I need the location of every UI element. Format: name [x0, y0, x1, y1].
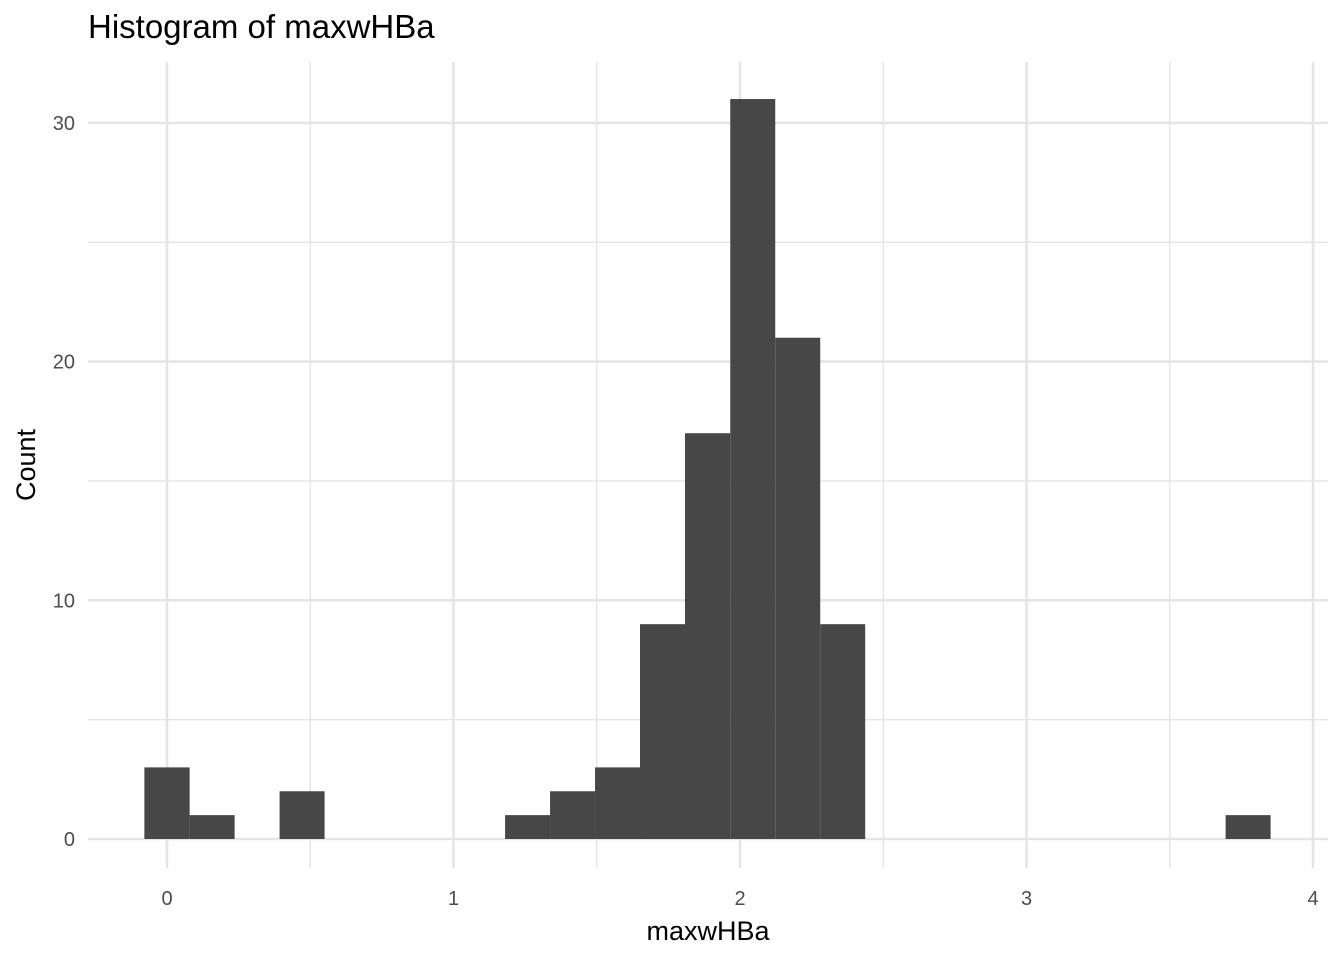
x-tick-label: 0 [161, 888, 172, 910]
histogram-bar [505, 815, 551, 839]
y-tick-label: 20 [53, 352, 75, 374]
x-axis-tick-labels: 0 1 2 3 4 [161, 888, 1318, 910]
histogram-bar [189, 815, 235, 839]
histogram-bar [144, 767, 190, 839]
histogram-bar [640, 624, 685, 839]
y-tick-label: 30 [53, 113, 75, 135]
histogram-bar [730, 99, 776, 839]
chart-title: Histogram of maxwHBa [88, 8, 435, 45]
histogram-bars [144, 99, 1271, 839]
x-tick-label: 4 [1307, 888, 1318, 910]
histogram-bar [1225, 815, 1271, 839]
histogram-bar [279, 791, 325, 839]
x-axis-title: maxwHBa [646, 916, 770, 946]
y-axis-tick-labels: 0 10 20 30 [53, 113, 75, 851]
y-tick-label: 0 [64, 829, 75, 851]
y-axis-title: Count [11, 428, 41, 501]
x-tick-label: 2 [734, 888, 745, 910]
histogram-bar [684, 433, 731, 839]
histogram-bar [820, 624, 866, 839]
x-tick-label: 1 [448, 888, 459, 910]
x-tick-label: 3 [1021, 888, 1032, 910]
histogram-bar [550, 791, 596, 839]
histogram-bar [595, 767, 641, 839]
histogram-bar [775, 337, 821, 839]
y-tick-label: 10 [53, 590, 75, 612]
